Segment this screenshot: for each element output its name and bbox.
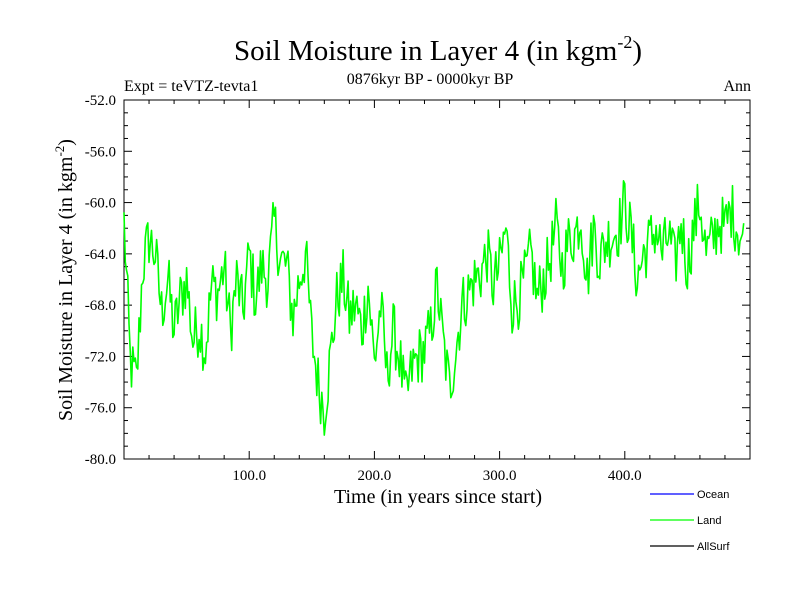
y-axis: -80.0 -76.0 -72.0 -68.0 -64.0 -60.0 -56.0 -52.0 <box>85 93 750 468</box>
series-group <box>123 180 745 436</box>
y-tick-label: -60.0 <box>85 196 116 212</box>
legend-label-allsurf: AllSurf <box>697 541 730 553</box>
y-tick-label: -56.0 <box>85 144 116 160</box>
season-label: Ann <box>723 78 751 95</box>
x-tick-label: 300.0 <box>483 468 517 484</box>
x-tick-label: 200.0 <box>358 468 392 484</box>
chart-title: Soil Moisture in Layer 4 (in kgm-2) <box>234 32 642 67</box>
series-line-land <box>123 180 745 436</box>
x-tick-label: 100.0 <box>232 468 266 484</box>
y-tick-label: -52.0 <box>85 93 116 109</box>
x-tick-label: 400.0 <box>608 468 642 484</box>
chart-subtitle: 0876kyr BP - 0000kyr BP <box>347 71 514 88</box>
y-tick-label: -76.0 <box>85 401 116 417</box>
y-axis-label: Soil Moisture in Layer 4 (in kgm-2) <box>52 139 77 421</box>
legend-label-land: Land <box>697 515 721 527</box>
y-tick-label: -64.0 <box>85 247 116 263</box>
legend-label-ocean: Ocean <box>697 489 729 501</box>
x-axis-label: Time (in years since start) <box>334 486 542 508</box>
y-tick-label: -80.0 <box>85 452 116 468</box>
x-axis: 100.0 200.0 300.0 400.0 <box>123 100 751 484</box>
experiment-label: Expt = teVTZ-tevta1 <box>124 78 258 95</box>
y-tick-label: -72.0 <box>85 349 116 365</box>
legend: Ocean Land AllSurf <box>650 489 730 553</box>
y-tick-label: -68.0 <box>85 298 116 314</box>
